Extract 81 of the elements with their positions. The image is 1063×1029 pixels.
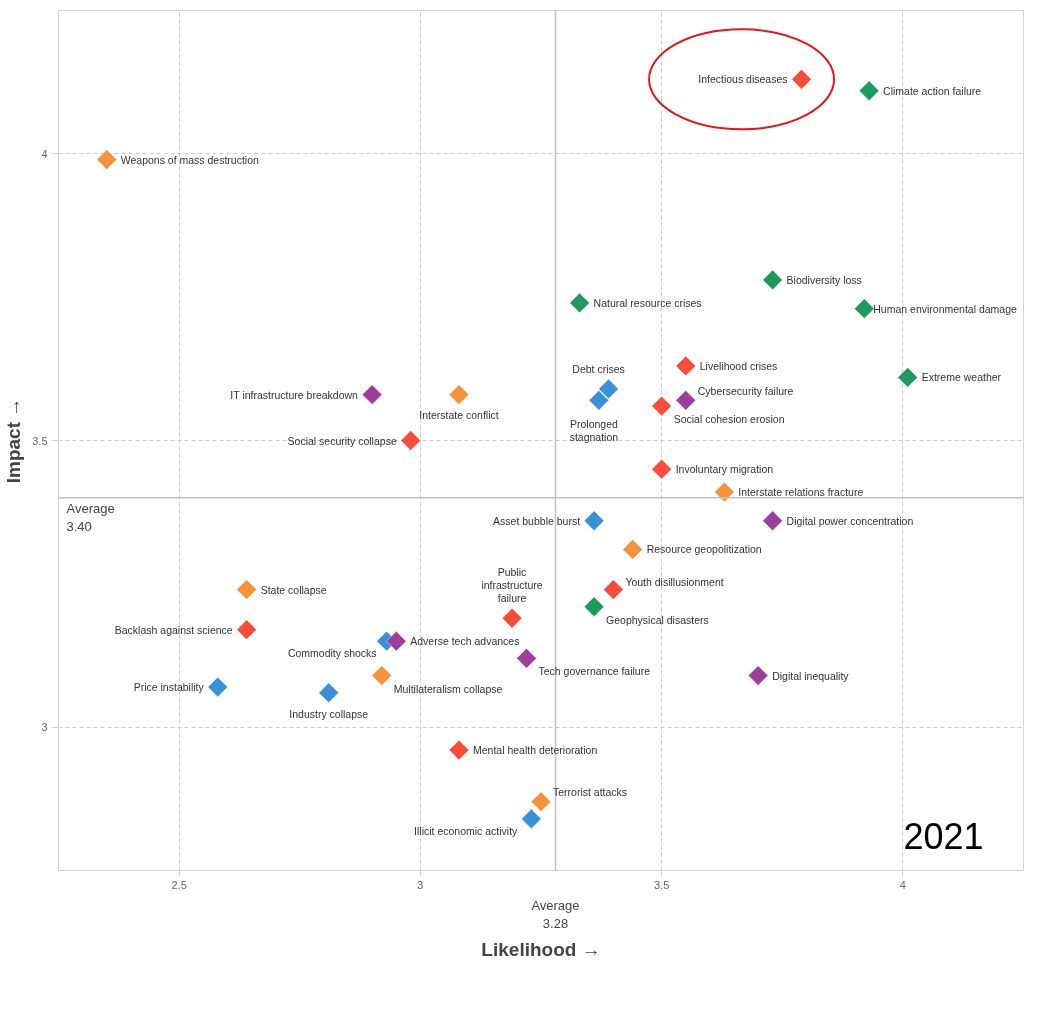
- x-tick-label: 4: [899, 878, 906, 891]
- y-tick-label: 4: [41, 147, 48, 160]
- annotation: Natural resource crises: [593, 296, 702, 309]
- annotation: Public infrastructure failure: [481, 566, 543, 605]
- annotation: Multilateralism collapse: [393, 682, 503, 695]
- annotation: 2021: [903, 815, 984, 857]
- point: [583, 510, 605, 531]
- point: [361, 384, 383, 405]
- point: [371, 665, 392, 686]
- annotation: Climate action failure: [883, 84, 982, 97]
- annotation: Interstate relations fracture: [738, 486, 864, 499]
- annotation: Debt crises: [572, 362, 625, 375]
- ref-line-label: Average 3.40: [66, 500, 115, 534]
- point: [762, 510, 783, 531]
- point: [448, 384, 470, 405]
- ref-line-label: Average 3.28: [531, 897, 580, 931]
- point: [622, 539, 643, 560]
- point: [651, 395, 672, 417]
- annotation: Infectious diseases: [698, 73, 788, 86]
- annotation: Backlash against science: [114, 623, 233, 636]
- annotation: Mental health deterioration: [472, 744, 598, 757]
- point: [854, 298, 875, 319]
- annotation: Tech governance failure: [538, 665, 651, 678]
- point: [598, 378, 619, 400]
- annotation: Livelihood crises: [699, 359, 778, 372]
- annotation: Cybersecurity failure: [697, 385, 794, 398]
- y-axis-title: Impact →: [3, 397, 25, 484]
- y-tick-label: 3.5: [32, 434, 48, 447]
- annotation: Adverse tech advances: [410, 635, 520, 648]
- point: [448, 739, 470, 761]
- point: [651, 459, 672, 480]
- point: [516, 648, 537, 669]
- point: [501, 608, 523, 629]
- point: [675, 390, 696, 411]
- point: [521, 808, 542, 830]
- point: [897, 367, 918, 388]
- point: [588, 390, 610, 411]
- annotation: Interstate conflict: [419, 408, 499, 421]
- annotation: State collapse: [260, 583, 327, 596]
- annotation: IT infrastructure breakdown: [230, 388, 359, 401]
- point: [569, 292, 590, 314]
- annotation: Digital power concentration: [786, 514, 914, 527]
- point: [603, 579, 624, 600]
- point: [762, 269, 783, 291]
- point: [318, 682, 339, 703]
- x-axis-title: Likelihood →: [481, 938, 601, 960]
- annotation: Digital inequality: [772, 669, 850, 682]
- annotation: Youth disillusionment: [625, 575, 724, 588]
- annotation: Extreme weather: [921, 371, 1002, 384]
- annotation: Social cohesion erosion: [673, 413, 785, 426]
- annotation: Commodity shocks: [287, 647, 377, 660]
- x-tick-label: 3.5: [653, 878, 670, 891]
- point: [747, 665, 769, 686]
- annotation: Resource geopolitization: [646, 543, 762, 556]
- point: [236, 579, 257, 600]
- point: [386, 631, 407, 652]
- point: [530, 791, 552, 812]
- point: [583, 596, 605, 617]
- point: [858, 80, 880, 101]
- annotation: Industry collapse: [289, 707, 369, 720]
- point: [96, 149, 117, 170]
- point: [207, 676, 228, 698]
- annotation: Price instability: [133, 681, 205, 694]
- annotation: Involuntary migration: [675, 463, 774, 476]
- annotation: Geophysical disasters: [606, 613, 709, 626]
- annotation: Social security collapse: [287, 434, 397, 447]
- point: [400, 430, 421, 451]
- point: [791, 69, 812, 90]
- annotation: Human environmental damage: [873, 302, 1018, 315]
- x-tick-label: 2.5: [171, 878, 187, 891]
- point: [236, 619, 257, 640]
- annotation: Asset bubble burst: [493, 514, 581, 527]
- y-tick-label: 3: [41, 721, 48, 734]
- x-tick-label: 3: [417, 878, 424, 891]
- annotation: Terrorist attacks: [553, 785, 628, 798]
- annotation: Weapons of mass destruction: [120, 153, 260, 166]
- point: [675, 355, 696, 377]
- annotation: Prolonged stagnation: [569, 417, 619, 443]
- point: [714, 481, 735, 503]
- annotation: Biodiversity loss: [786, 273, 862, 286]
- annotation: Illicit economic activity: [414, 824, 519, 837]
